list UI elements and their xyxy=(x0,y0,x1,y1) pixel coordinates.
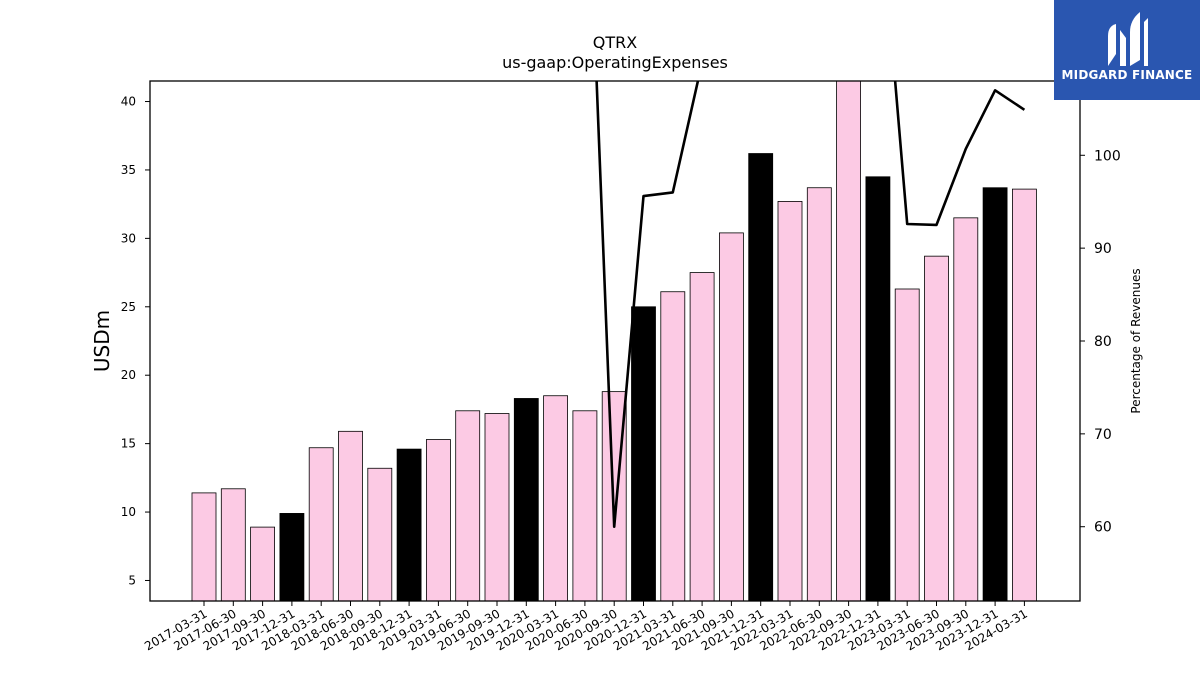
bar-2021-12-31 xyxy=(748,153,774,601)
bar-2020-06-30 xyxy=(572,410,598,601)
y-axis-left: 5 10 15 20 25 30 35 40 xyxy=(121,95,150,587)
brand-name: MIDGARD FINANCE xyxy=(1061,68,1193,82)
bar-2017-12-31 xyxy=(279,513,305,601)
bar-2019-03-31 xyxy=(425,439,451,601)
y-tick-label: 5 xyxy=(128,573,136,587)
y-tick-label: 20 xyxy=(121,368,136,382)
line-group xyxy=(595,81,1026,528)
brand-logo: MIDGARD FINANCE xyxy=(1054,0,1200,100)
y-axis-label: USDm xyxy=(90,310,114,372)
bar-2023-03-31 xyxy=(894,288,920,601)
bar-2020-12-31 xyxy=(631,306,656,601)
y2-tick-label: 80 xyxy=(1094,334,1112,350)
y-tick-label: 10 xyxy=(121,505,136,519)
bar-2022-03-31 xyxy=(777,201,803,601)
bar-2021-09-30 xyxy=(719,232,744,601)
y2-tick-label: 70 xyxy=(1094,427,1112,443)
midgard-logo-icon xyxy=(1108,12,1148,66)
bar-2022-06-30 xyxy=(806,187,832,601)
bar-2023-12-31 xyxy=(982,187,1008,601)
y2-tick-label: 60 xyxy=(1094,520,1112,536)
chart-title: QTRX xyxy=(593,33,637,52)
x-axis: 2017-03-312017-06-302017-09-302017-12-31… xyxy=(142,601,1030,653)
y-tick-label: 30 xyxy=(121,231,136,245)
y2-axis-label: Percentage of Revenues xyxy=(1129,268,1143,413)
bar-2018-06-30 xyxy=(338,430,363,601)
bar-2023-09-30 xyxy=(953,217,979,601)
bar-2018-12-31 xyxy=(396,448,422,601)
bar-2018-03-31 xyxy=(308,447,334,601)
y-tick-label: 25 xyxy=(121,300,136,314)
y-axis-right: 60 70 80 90 100 xyxy=(1080,148,1121,536)
bar-2022-12-31 xyxy=(865,176,891,601)
y2-tick-label: 90 xyxy=(1094,241,1112,257)
bar-2017-06-30 xyxy=(220,488,246,601)
y-tick-label: 35 xyxy=(121,163,136,177)
bar-2023-06-30 xyxy=(924,255,949,601)
bar-2017-09-30 xyxy=(250,526,276,601)
y-tick-label: 40 xyxy=(121,95,136,109)
bar-2019-06-30 xyxy=(455,410,481,601)
pct-revenue-line xyxy=(595,81,1026,528)
y2-tick-label: 100 xyxy=(1094,148,1121,164)
bar-2024-03-31 xyxy=(1012,188,1037,601)
bar-2019-09-30 xyxy=(484,413,510,601)
bar-2019-12-31 xyxy=(513,398,539,601)
y-tick-label: 15 xyxy=(121,437,136,451)
bar-2018-09-30 xyxy=(367,467,393,601)
bar-2021-03-31 xyxy=(660,291,686,601)
chart-subtitle: us-gaap:OperatingExpenses xyxy=(502,53,728,72)
bar-2020-03-31 xyxy=(543,395,568,601)
bar-2017-03-31 xyxy=(191,492,217,601)
bar-2022-09-30 xyxy=(836,81,861,601)
bar-2021-06-30 xyxy=(689,272,715,601)
